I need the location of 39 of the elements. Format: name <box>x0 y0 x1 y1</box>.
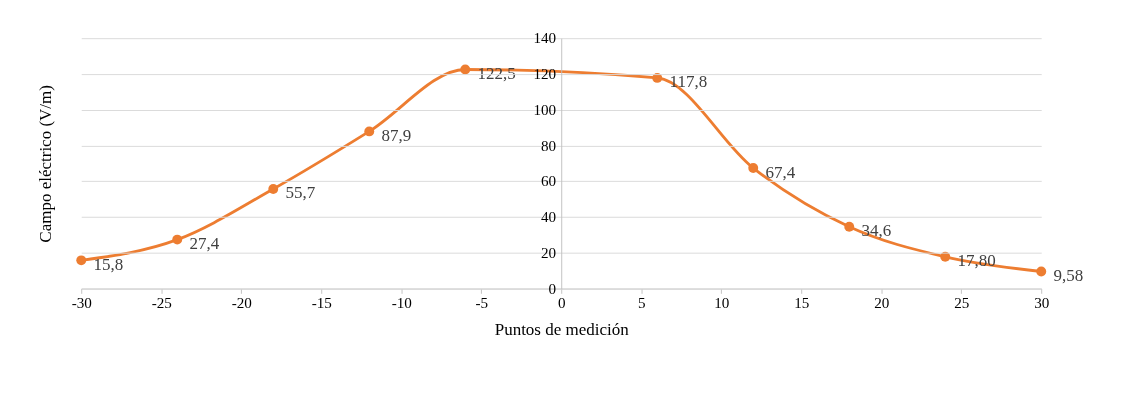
x-tick-label: 30 <box>1034 294 1050 311</box>
data-label: 55,7 <box>285 183 316 203</box>
point <box>748 163 759 173</box>
point <box>268 184 279 194</box>
x-tick-label: 20 <box>874 294 890 311</box>
x-tick-label: 5 <box>637 294 646 311</box>
x-tick-label: 25 <box>954 294 970 311</box>
data-label: 117,8 <box>669 72 708 92</box>
y-tick-label: 40 <box>540 209 557 226</box>
data-label: 27,4 <box>189 234 220 254</box>
y-tick-label: 0 <box>548 280 557 297</box>
point <box>940 251 951 262</box>
data-label: 87,9 <box>381 125 412 145</box>
y-tick-label: 140 <box>533 30 557 47</box>
x-tick-label: -5 <box>475 294 489 311</box>
x-tick-label: -10 <box>391 294 412 311</box>
x-tick-label: -30 <box>71 294 92 311</box>
y-axis-title: Campo eléctrico (V/m) <box>36 85 56 243</box>
x-tick-label: -25 <box>151 294 172 311</box>
x-tick-label: 15 <box>794 294 810 311</box>
x-tick-label: -15 <box>311 294 332 311</box>
point <box>172 234 183 245</box>
y-tick-label: 80 <box>540 137 557 154</box>
point <box>844 221 855 232</box>
point <box>652 72 663 83</box>
point <box>1036 266 1047 277</box>
x-axis-title: Puntos de medición <box>494 320 630 340</box>
y-tick-label: 60 <box>540 173 557 190</box>
point <box>364 126 375 137</box>
data-label: 9,58 <box>1053 265 1084 285</box>
x-tick-label: 10 <box>714 294 730 311</box>
data-label: 67,4 <box>765 162 796 182</box>
y-tick-label: 100 <box>533 101 557 118</box>
data-label: 15,8 <box>93 254 124 274</box>
y-tick-label: 20 <box>540 245 557 262</box>
point <box>460 64 471 75</box>
x-tick-label: -20 <box>231 294 252 311</box>
point <box>76 255 87 266</box>
data-label: 34,6 <box>861 221 892 241</box>
